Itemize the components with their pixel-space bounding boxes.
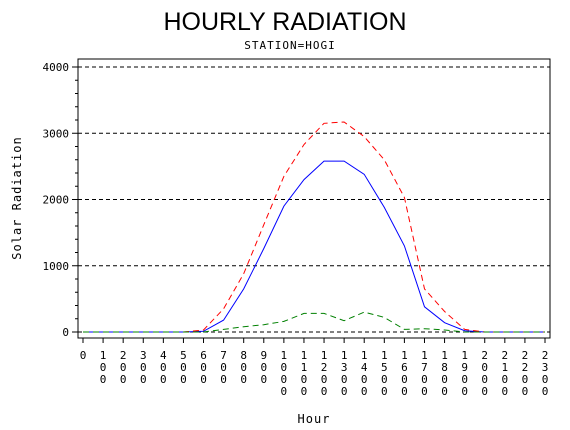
series-line-3 [83,311,545,333]
plot-frame [77,58,551,339]
x-axis-label: Hour [298,412,331,426]
series-lines [83,121,545,333]
series-line-1 [83,160,545,333]
y-tick-label-2000: 2000 [43,194,70,207]
x-axis: 0 1 0 0 2 0 0 3 0 0 4 0 0 5 0 0 6 0 0 7 0 0 8 0 0 9 0 0 1 0 0 0 1 1 0 0 1 2 0 0… [80,338,549,398]
x-tick-label-0: 0 [80,349,87,362]
chart-title: HOURLY RADIATION [163,8,406,36]
series-line-2 [83,121,545,333]
gridlines [78,66,550,333]
y-tick-label-0: 0 [62,326,69,339]
y-tick-label-1000: 1000 [43,260,70,273]
y-axis: 0 1000 2000 3000 4000 [43,61,78,339]
y-tick-label-3000: 3000 [43,127,70,140]
y-tick-label-4000: 4000 [43,61,70,74]
y-axis-label: Solar Radiation [10,136,24,259]
chart-subtitle: STATION=HOGI [244,39,335,52]
